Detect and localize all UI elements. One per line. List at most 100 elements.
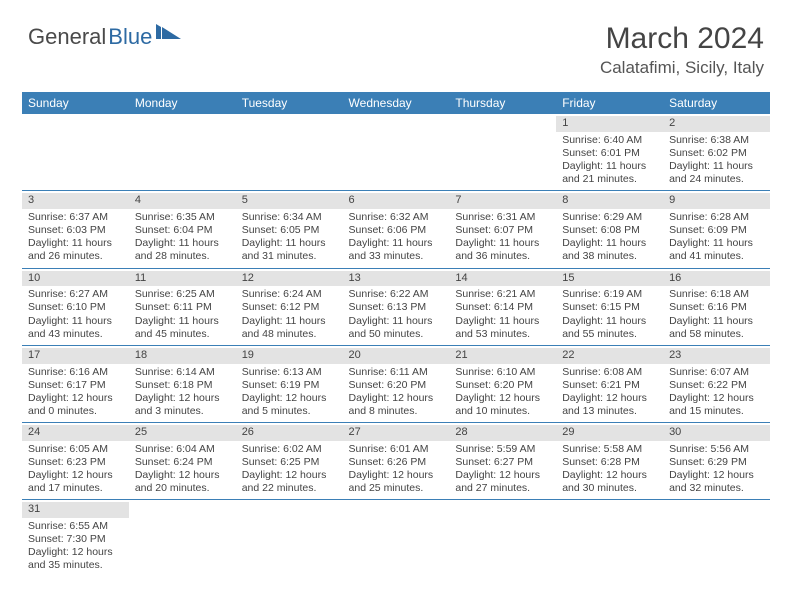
- calendar-cell: 27 Sunrise: 6:01 AMSunset: 6:26 PMDayligh…: [343, 423, 450, 500]
- sunset-line: Sunset: 6:24 PM: [135, 456, 230, 469]
- daylight-line: Daylight: 12 hours and 30 minutes.: [562, 469, 657, 495]
- sunset-line: Sunset: 6:07 PM: [455, 224, 550, 237]
- daylight-line: Daylight: 12 hours and 15 minutes.: [669, 392, 764, 418]
- calendar-cell: 7Sunrise: 6:31 AMSunset: 6:07 PMDaylight…: [449, 191, 556, 268]
- calendar-cell: 24Sunrise: 6:05 AMSunset: 6:23 PMDayligh…: [22, 423, 129, 500]
- calendar-cell-empty: [236, 114, 343, 191]
- sunset-line: Sunset: 6:25 PM: [242, 456, 337, 469]
- calendar-cell: 10Sunrise: 6:27 AMSunset: 6:10 PMDayligh…: [22, 268, 129, 345]
- daylight-line: Daylight: 11 hours and 48 minutes.: [242, 315, 337, 341]
- day-number: 1: [556, 116, 663, 132]
- calendar-cell: 2Sunrise: 6:38 AMSunset: 6:02 PMDaylight…: [663, 114, 770, 191]
- sunset-line: Sunset: 6:26 PM: [349, 456, 444, 469]
- sunset-line: Sunset: 6:22 PM: [669, 379, 764, 392]
- calendar-cell: 22Sunrise: 6:08 AMSunset: 6:21 PMDayligh…: [556, 345, 663, 422]
- weekday-header: Wednesday: [343, 92, 450, 114]
- sunrise-line: Sunrise: 6:13 AM: [242, 366, 337, 379]
- sunrise-line: Sunrise: 6:32 AM: [349, 211, 444, 224]
- weekday-header: Thursday: [449, 92, 556, 114]
- weekday-header: Saturday: [663, 92, 770, 114]
- sunset-line: Sunset: 6:04 PM: [135, 224, 230, 237]
- sunrise-line: Sunrise: 6:22 AM: [349, 288, 444, 301]
- calendar-cell: 5Sunrise: 6:34 AMSunset: 6:05 PMDaylight…: [236, 191, 343, 268]
- sunrise-line: Sunrise: 6:29 AM: [562, 211, 657, 224]
- calendar-cell: 30Sunrise: 5:56 AMSunset: 6:29 PMDayligh…: [663, 423, 770, 500]
- day-number: 31: [22, 502, 129, 518]
- calendar-cell: 28Sunrise: 5:59 AMSunset: 6:27 PMDayligh…: [449, 423, 556, 500]
- day-number: 2: [663, 116, 770, 132]
- calendar-cell: 29Sunrise: 5:58 AMSunset: 6:28 PMDayligh…: [556, 423, 663, 500]
- calendar-cell-empty: [129, 114, 236, 191]
- calendar-cell: 14Sunrise: 6:21 AMSunset: 6:14 PMDayligh…: [449, 268, 556, 345]
- sunset-line: Sunset: 6:15 PM: [562, 301, 657, 314]
- daylight-line: Daylight: 12 hours and 13 minutes.: [562, 392, 657, 418]
- sunrise-line: Sunrise: 6:19 AM: [562, 288, 657, 301]
- sunset-line: Sunset: 6:20 PM: [455, 379, 550, 392]
- day-number: 8: [556, 193, 663, 209]
- calendar-body: 1Sunrise: 6:40 AMSunset: 6:01 PMDaylight…: [22, 114, 770, 577]
- calendar-cell-empty: [236, 500, 343, 577]
- calendar-row: 31Sunrise: 6:55 AMSunset: 7:30 PMDayligh…: [22, 500, 770, 577]
- sunrise-line: Sunrise: 6:38 AM: [669, 134, 764, 147]
- weekday-header-row: SundayMondayTuesdayWednesdayThursdayFrid…: [22, 92, 770, 114]
- sunset-line: Sunset: 6:11 PM: [135, 301, 230, 314]
- calendar-row: 17Sunrise: 6:16 AMSunset: 6:17 PMDayligh…: [22, 345, 770, 422]
- daylight-line: Daylight: 12 hours and 25 minutes.: [349, 469, 444, 495]
- day-number: 24: [22, 425, 129, 441]
- sunset-line: Sunset: 7:30 PM: [28, 533, 123, 546]
- sunrise-line: Sunrise: 6:25 AM: [135, 288, 230, 301]
- sunset-line: Sunset: 6:20 PM: [349, 379, 444, 392]
- calendar-cell-empty: [449, 114, 556, 191]
- sunset-line: Sunset: 6:10 PM: [28, 301, 123, 314]
- calendar-cell-empty: [343, 500, 450, 577]
- sunrise-line: Sunrise: 6:08 AM: [562, 366, 657, 379]
- calendar-row: 1Sunrise: 6:40 AMSunset: 6:01 PMDaylight…: [22, 114, 770, 191]
- day-number: 6: [343, 193, 450, 209]
- sunrise-line: Sunrise: 6:24 AM: [242, 288, 337, 301]
- day-number: 7: [449, 193, 556, 209]
- sunset-line: Sunset: 6:27 PM: [455, 456, 550, 469]
- day-number: 27: [343, 425, 450, 441]
- sunset-line: Sunset: 6:05 PM: [242, 224, 337, 237]
- day-number: 19: [236, 348, 343, 364]
- day-number: 23: [663, 348, 770, 364]
- sunset-line: Sunset: 6:08 PM: [562, 224, 657, 237]
- sunrise-line: Sunrise: 5:56 AM: [669, 443, 764, 456]
- daylight-line: Daylight: 11 hours and 33 minutes.: [349, 237, 444, 263]
- header: GeneralBlue March 2024 Calatafimi, Sicil…: [0, 0, 792, 84]
- sunset-line: Sunset: 6:17 PM: [28, 379, 123, 392]
- sunrise-line: Sunrise: 6:02 AM: [242, 443, 337, 456]
- daylight-line: Daylight: 12 hours and 22 minutes.: [242, 469, 337, 495]
- location-label: Calatafimi, Sicily, Italy: [600, 58, 764, 78]
- sunset-line: Sunset: 6:01 PM: [562, 147, 657, 160]
- daylight-line: Daylight: 11 hours and 21 minutes.: [562, 160, 657, 186]
- calendar-cell: 20Sunrise: 6:11 AMSunset: 6:20 PMDayligh…: [343, 345, 450, 422]
- calendar-cell: 8Sunrise: 6:29 AMSunset: 6:08 PMDaylight…: [556, 191, 663, 268]
- day-number: 30: [663, 425, 770, 441]
- sunset-line: Sunset: 6:06 PM: [349, 224, 444, 237]
- daylight-line: Daylight: 11 hours and 28 minutes.: [135, 237, 230, 263]
- weekday-header: Tuesday: [236, 92, 343, 114]
- day-number: 3: [22, 193, 129, 209]
- calendar-cell: 16Sunrise: 6:18 AMSunset: 6:16 PMDayligh…: [663, 268, 770, 345]
- daylight-line: Daylight: 11 hours and 43 minutes.: [28, 315, 123, 341]
- sunset-line: Sunset: 6:02 PM: [669, 147, 764, 160]
- brand-logo: GeneralBlue: [28, 22, 182, 52]
- daylight-line: Daylight: 12 hours and 10 minutes.: [455, 392, 550, 418]
- calendar-cell: 21Sunrise: 6:10 AMSunset: 6:20 PMDayligh…: [449, 345, 556, 422]
- sunrise-line: Sunrise: 6:55 AM: [28, 520, 123, 533]
- day-number: 28: [449, 425, 556, 441]
- day-number: 25: [129, 425, 236, 441]
- sunset-line: Sunset: 6:16 PM: [669, 301, 764, 314]
- brand-part1: General: [28, 24, 106, 50]
- sunrise-line: Sunrise: 6:31 AM: [455, 211, 550, 224]
- day-number: 13: [343, 271, 450, 287]
- sunrise-line: Sunrise: 6:05 AM: [28, 443, 123, 456]
- calendar-cell-empty: [449, 500, 556, 577]
- daylight-line: Daylight: 11 hours and 41 minutes.: [669, 237, 764, 263]
- weekday-header: Sunday: [22, 92, 129, 114]
- sunrise-line: Sunrise: 6:01 AM: [349, 443, 444, 456]
- sunrise-line: Sunrise: 5:59 AM: [455, 443, 550, 456]
- sunset-line: Sunset: 6:23 PM: [28, 456, 123, 469]
- calendar-cell: 26Sunrise: 6:02 AMSunset: 6:25 PMDayligh…: [236, 423, 343, 500]
